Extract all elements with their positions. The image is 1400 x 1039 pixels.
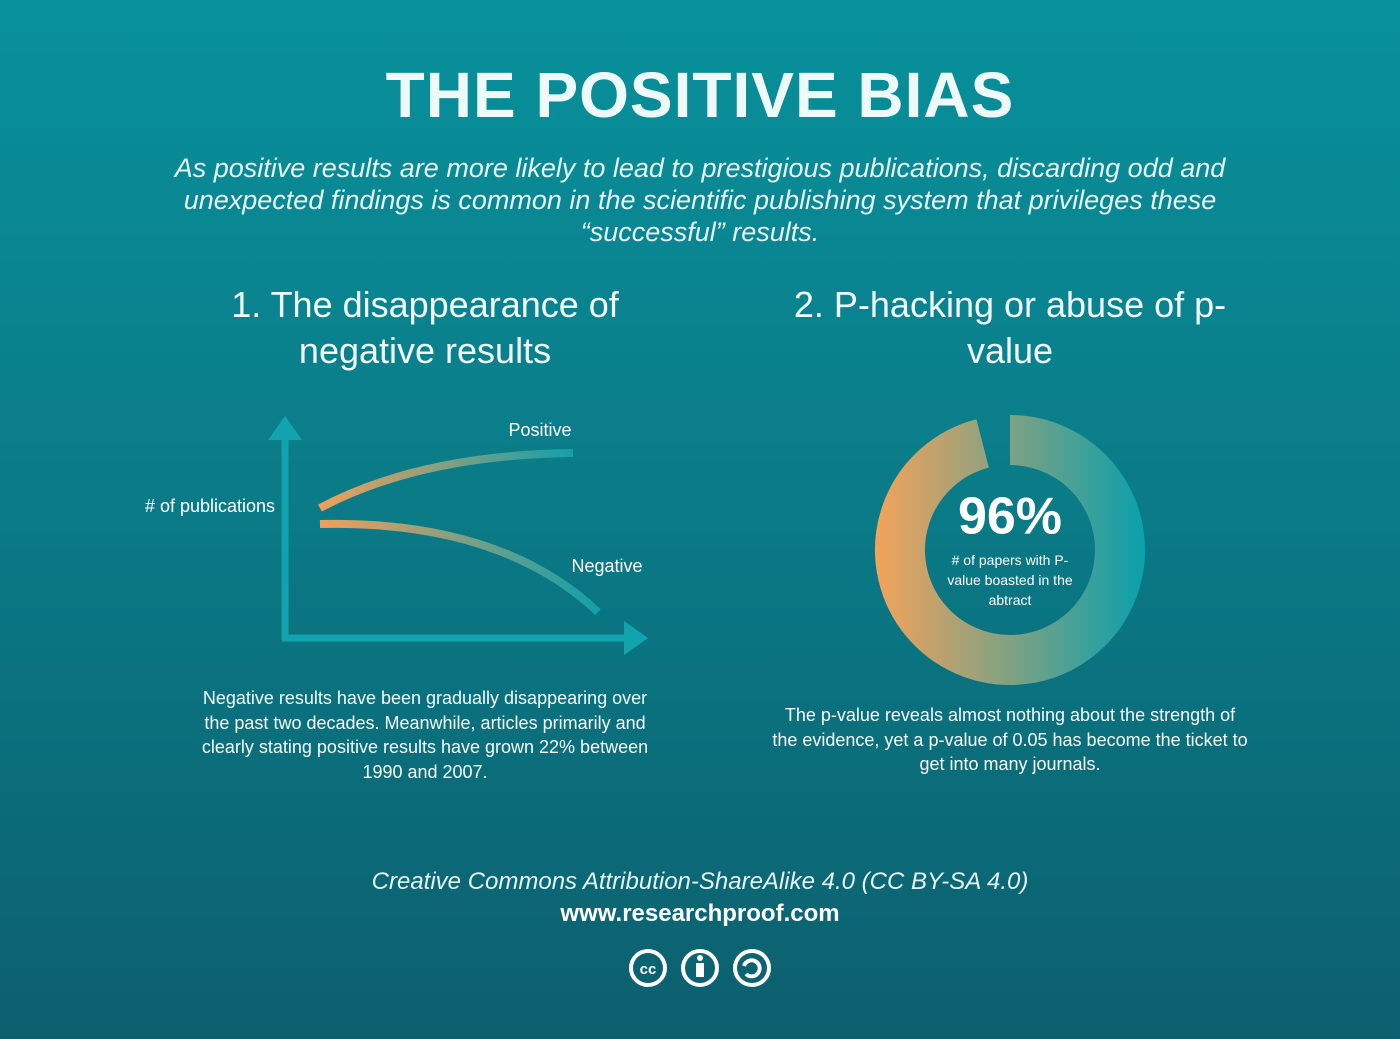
- arrow-head: [268, 416, 302, 440]
- donut-label: 96%: [958, 488, 1062, 546]
- section-body: Negative results have been gradually dis…: [201, 688, 649, 782]
- negative-curve: [319, 519, 601, 615]
- svg-text:cc: cc: [640, 961, 657, 978]
- title: THE POSITIVE BIAS: [385, 59, 1015, 131]
- license: Creative Commons Attribution-ShareAlike …: [371, 868, 1029, 895]
- arrow-head: [624, 621, 648, 655]
- donut: [875, 415, 1145, 685]
- section-heading: 1. The disappearance of negative results: [231, 284, 619, 371]
- section-body: The p-value reveals almost nothing about…: [772, 705, 1248, 774]
- subtitle: As positive results are more likely to l…: [174, 153, 1226, 247]
- url: www.researchproof.com: [560, 900, 840, 927]
- y-label-box: # of publications: [144, 496, 276, 516]
- section-heading: 2. P-hacking or abuse of p-value: [793, 284, 1227, 371]
- donut-caption-box: # of papers with P-value boasted in the …: [947, 552, 1073, 608]
- y-label: # of publications: [144, 496, 276, 516]
- curve-label: Positive: [508, 420, 571, 440]
- curve-label: Negative: [571, 556, 642, 576]
- donut-arc: [875, 415, 1145, 685]
- donut-caption: # of papers with P-value boasted in the …: [947, 552, 1073, 608]
- positive-curve: [318, 449, 574, 512]
- axes: [281, 432, 628, 642]
- cc-icons: cc: [629, 949, 771, 987]
